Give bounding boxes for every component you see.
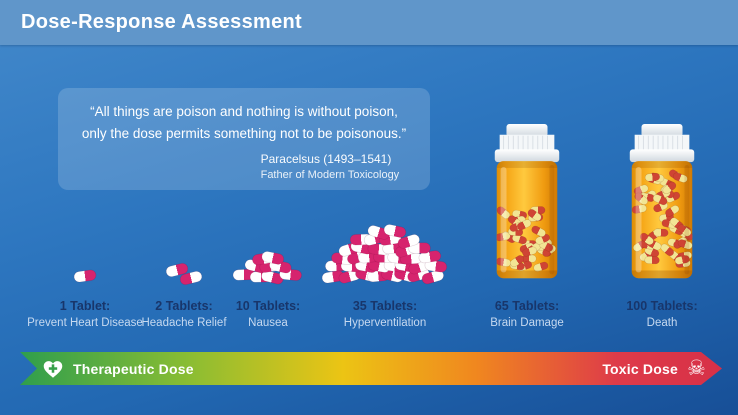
pill-pile xyxy=(15,112,155,290)
therapeutic-dose-label: Therapeutic Dose xyxy=(73,360,194,377)
dose-column: 1 Tablet: Prevent Heart Disease xyxy=(5,112,165,329)
dose-effect-label: Prevent Heart Disease xyxy=(27,317,143,329)
dose-column: 100 Tablets: Death xyxy=(582,112,738,329)
dose-count-label: 2 Tablets: xyxy=(155,299,213,313)
toxic-dose-label: Toxic Dose xyxy=(602,360,678,377)
quote-text: “All things are poison and nothing is wi… xyxy=(81,104,407,141)
dose-count-label: 1 Tablet: xyxy=(59,299,111,313)
dose-column: 2 Tablets: Headache Relief xyxy=(104,112,264,329)
pill-pile xyxy=(315,112,455,290)
dose-effect-label: Nausea xyxy=(248,317,288,329)
pill-pile xyxy=(198,112,338,290)
pill-bottle xyxy=(615,112,709,290)
dose-column: 65 Tablets: Brain Damage xyxy=(447,112,607,329)
toxic-dose-label-group: Toxic Dose ☠ xyxy=(602,352,706,385)
header-bar: Dose-Response Assessment xyxy=(0,0,738,45)
therapeutic-dose-label-group: Therapeutic Dose xyxy=(42,352,194,385)
dose-column: 10 Tablets: Nausea xyxy=(188,112,348,329)
page-title: Dose-Response Assessment xyxy=(21,11,303,33)
dose-count-label: 65 Tablets: xyxy=(494,299,560,313)
pill-bottle xyxy=(480,112,574,290)
heart-cross-icon xyxy=(42,359,64,379)
dose-count-label: 100 Tablets: xyxy=(626,299,698,313)
dose-column: 35 Tablets: Hyperventilation xyxy=(305,112,465,329)
dose-effect-label: Headache Relief xyxy=(141,317,227,329)
dose-scale-ribbon xyxy=(20,352,722,385)
dose-effect-label: Hyperventilation xyxy=(343,317,427,329)
quote-author: Paracelsus (1493–1541) xyxy=(260,152,392,167)
quote-attribution: Paracelsus (1493–1541) Father of Modern … xyxy=(261,152,410,181)
quote-card: “All things are poison and nothing is wi… xyxy=(58,88,430,190)
dose-effect-label: Death xyxy=(646,317,678,329)
quote-author-subtitle: Father of Modern Toxicology xyxy=(260,169,400,182)
skull-crossbones-icon: ☠ xyxy=(686,356,706,380)
pill-pile xyxy=(114,112,254,290)
dose-effect-label: Brain Damage xyxy=(490,317,564,329)
dose-count-label: 10 Tablets: xyxy=(235,299,301,313)
dose-count-label: 35 Tablets: xyxy=(352,299,418,313)
